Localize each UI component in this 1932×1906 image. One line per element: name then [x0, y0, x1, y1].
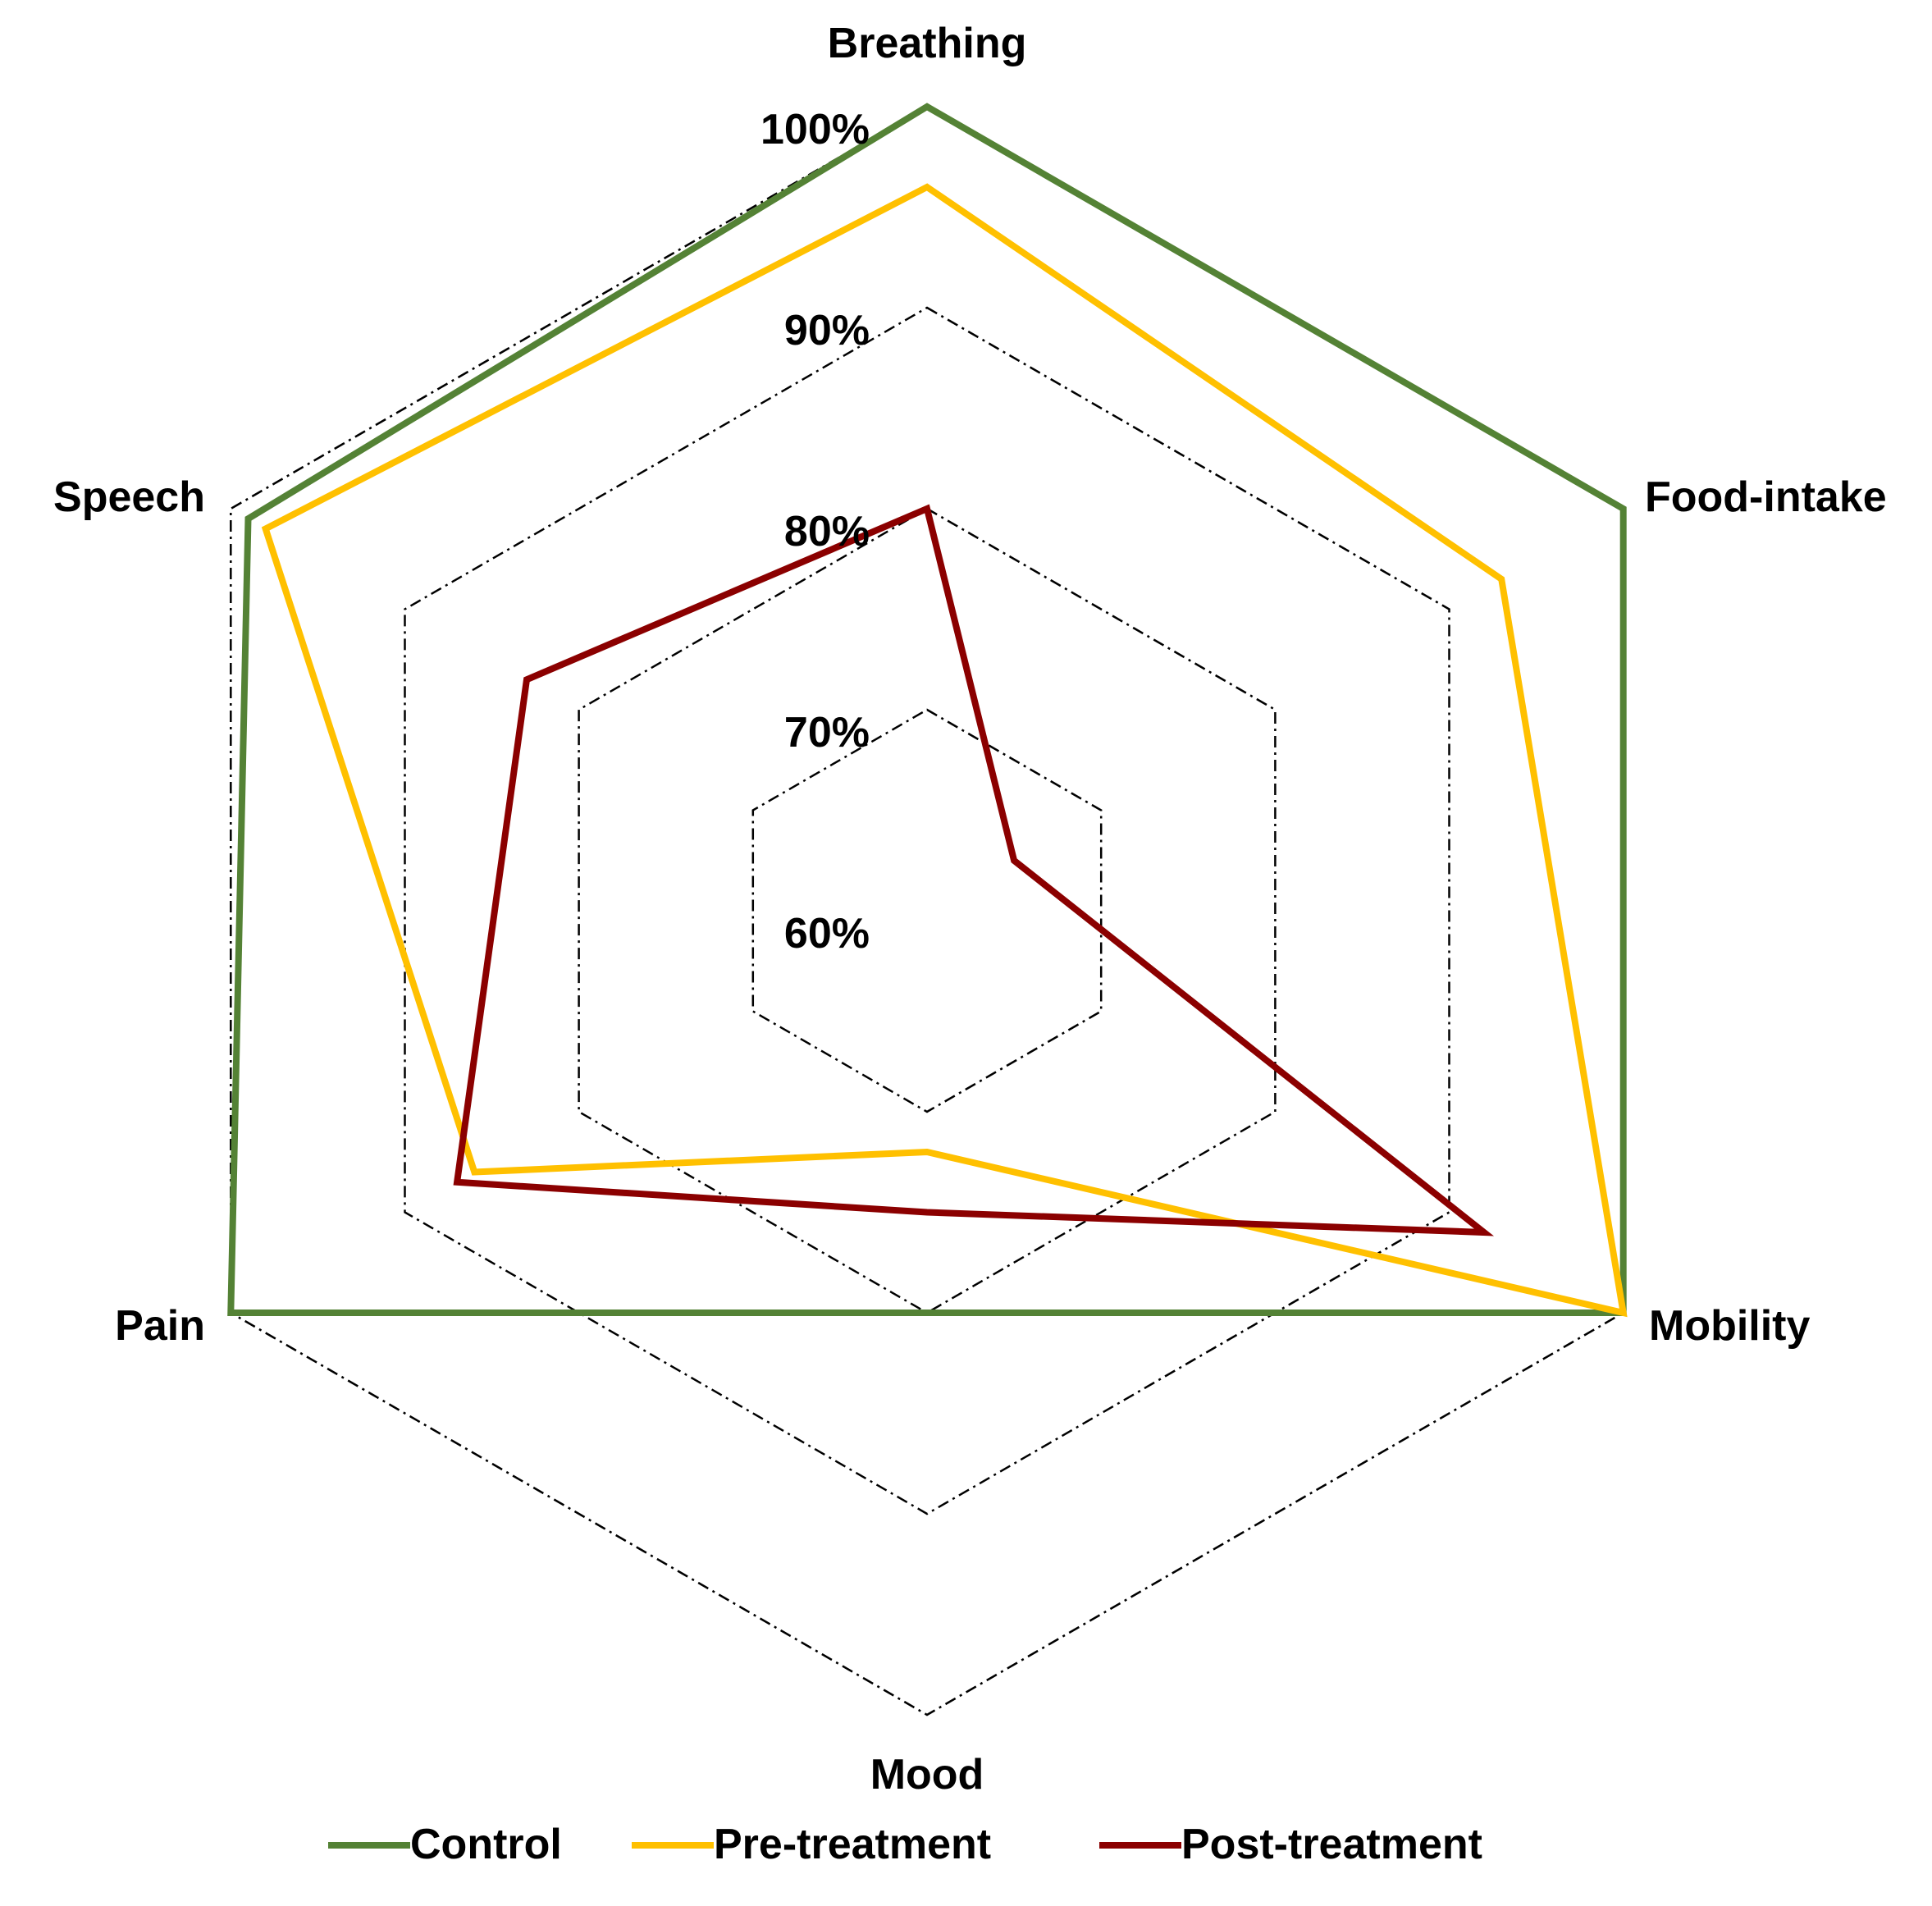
- grid-layer: [230, 105, 1624, 1716]
- tick-label-80: 80%: [784, 508, 870, 555]
- grid-ring-80: [578, 507, 1277, 1314]
- legend-label-post-treatment: Post-treatment: [1181, 1821, 1482, 1868]
- grid-ring-100: [230, 105, 1624, 1716]
- axis-label-mood: Mood: [870, 1751, 984, 1799]
- axis-label-pain: Pain: [115, 1302, 205, 1350]
- axis-label-breathing: Breathing: [828, 20, 1027, 67]
- tick-label-100: 100%: [760, 106, 870, 153]
- axis-label-speech: Speech: [53, 473, 205, 521]
- tick-label-90: 90%: [784, 307, 870, 354]
- legend: Control Pre-treatment Post-treatment: [328, 1821, 1482, 1868]
- tick-label-70: 70%: [784, 709, 870, 756]
- axis-label-food-intake: Food-intake: [1645, 473, 1887, 521]
- tick-label-60: 60%: [784, 910, 870, 958]
- axis-label-mobility: Mobility: [1649, 1302, 1811, 1350]
- series-control-line: [227, 103, 1627, 1316]
- label-layer: Breathing Food-intake Mobility Mood Pain Spee…: [53, 20, 1887, 1799]
- grid-ring-90: [404, 306, 1450, 1515]
- grid-ring-70: [751, 708, 1103, 1113]
- series-pre-treatment-line: [261, 183, 1628, 1318]
- series-layer: [227, 103, 1628, 1318]
- legend-label-control: Control: [410, 1821, 562, 1868]
- legend-label-pre-treatment: Pre-treatment: [714, 1821, 991, 1868]
- series-post-treatment-line: [453, 504, 1495, 1236]
